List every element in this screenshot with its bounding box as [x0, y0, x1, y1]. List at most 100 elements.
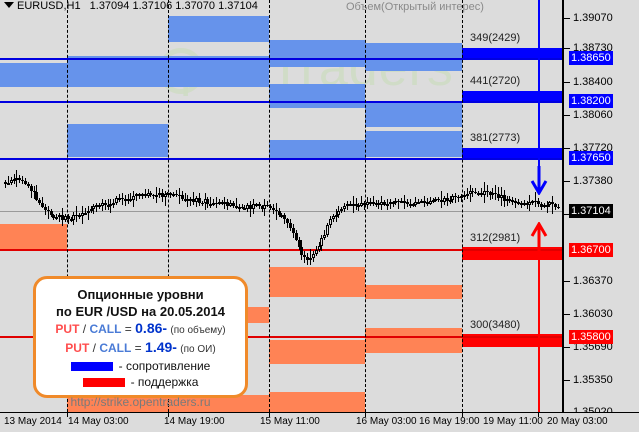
- resistance-band-current: [462, 91, 562, 103]
- candlestick-body: [397, 200, 401, 203]
- time-tick: [462, 413, 463, 417]
- resistance-band-hist: [0, 63, 67, 87]
- volume-indicator-title: Объем(Открытый интерес): [346, 1, 484, 13]
- candlestick-body: [391, 201, 395, 204]
- candlestick-body: [66, 216, 70, 220]
- candlestick-body: [437, 198, 441, 201]
- candlestick-body: [166, 193, 170, 196]
- candlestick-body: [479, 192, 483, 195]
- time-tick: [67, 413, 68, 417]
- candlestick-body: [411, 204, 415, 206]
- candlestick-body: [43, 206, 47, 210]
- put-label: PUT: [55, 322, 80, 336]
- resistance-label: 349(2429): [470, 32, 521, 44]
- candlestick-body: [291, 227, 295, 234]
- candlestick-body: [542, 205, 546, 208]
- candlestick-body: [163, 193, 167, 198]
- candlestick-body: [320, 237, 324, 246]
- candlestick-body: [548, 202, 552, 205]
- candlestick-body: [257, 204, 261, 207]
- candlestick-body: [61, 215, 64, 220]
- candlestick-body: [286, 219, 290, 223]
- candlestick-body: [212, 202, 216, 205]
- candlestick-body: [15, 177, 19, 180]
- candlestick-body: [545, 204, 549, 207]
- price-tick-label: 1.39070: [573, 12, 613, 24]
- candlestick-body: [260, 206, 264, 210]
- put-call-volume-note: (по объему): [170, 325, 226, 336]
- call-label: CALL: [89, 322, 122, 336]
- candlestick-body: [508, 199, 512, 201]
- resistance-band-hist: [67, 124, 168, 157]
- cursor-line-red: [538, 225, 540, 412]
- resistance-band-hist: [269, 40, 365, 67]
- candlestick-body: [23, 181, 27, 184]
- price-tick-label: 1.35350: [573, 374, 613, 386]
- price-axis[interactable]: 1.39070 1.38730 1.38400 1.38060 1.37720 1.373…: [562, 0, 639, 418]
- candlestick-body: [445, 198, 449, 201]
- put-label: PUT: [65, 341, 90, 355]
- candlestick-body: [294, 233, 298, 240]
- candlestick-body: [172, 193, 176, 196]
- candlestick-body: [203, 199, 207, 204]
- candlestick-body: [300, 246, 304, 255]
- candlestick-body: [152, 194, 156, 197]
- source-url[interactable]: http://strike.opentraders.ru: [70, 395, 211, 409]
- candlestick-body: [380, 201, 384, 205]
- candlestick-body: [226, 202, 230, 206]
- candlestick-body: [334, 214, 338, 217]
- chart-plot-area[interactable]: openTraders: [0, 0, 562, 412]
- candlestick-body: [157, 192, 161, 196]
- call-label: CALL: [99, 341, 132, 355]
- time-tick-label: 13 May 2014: [4, 416, 62, 427]
- candlestick-body: [95, 205, 99, 208]
- candlestick-body: [112, 203, 116, 206]
- candlestick-body: [394, 200, 398, 203]
- time-tick: [269, 413, 270, 417]
- candlestick-body: [234, 205, 238, 208]
- candlestick-body: [140, 194, 144, 197]
- put-call-oi-note: (по ОИ): [180, 344, 216, 355]
- price-tick: [564, 181, 570, 182]
- price-level-badge: 1.38200: [569, 94, 613, 108]
- candlestick-body: [72, 214, 76, 221]
- candlestick-body: [488, 192, 492, 195]
- candlestick-body: [354, 204, 358, 206]
- candlestick-body: [448, 199, 452, 202]
- time-tick-label: 20 May 03:00: [547, 416, 608, 427]
- price-tick-label: 1.36370: [573, 275, 613, 287]
- support-band-hist: [168, 395, 269, 412]
- candlestick-body: [132, 196, 136, 200]
- candlestick-body: [183, 198, 187, 201]
- candlestick-body: [6, 182, 10, 185]
- support-line: [0, 336, 562, 338]
- price-tick-label: 1.37380: [573, 175, 613, 187]
- resistance-band-hist: [269, 140, 365, 158]
- day-separator: [67, 0, 68, 412]
- candlestick-body: [348, 204, 352, 206]
- candlestick-body: [214, 202, 218, 205]
- slash-separator: /: [92, 341, 96, 355]
- symbol-label: EURUSD,H1: [17, 0, 81, 12]
- candlestick-body: [155, 195, 159, 197]
- candlestick-body: [100, 203, 104, 206]
- resistance-band-current: [462, 48, 562, 60]
- candlestick-body: [229, 203, 233, 206]
- time-axis[interactable]: 13 May 2014 14 May 03:00 14 May 19:00 15 Ma…: [0, 412, 639, 432]
- candlestick-body: [494, 192, 498, 195]
- candlestick-body: [474, 191, 478, 194]
- support-band-hist: [269, 340, 365, 364]
- candlestick-body: [425, 202, 429, 204]
- candlestick-body: [277, 210, 281, 215]
- candlestick-body: [534, 200, 538, 203]
- candlestick-body: [143, 194, 147, 196]
- candlestick-body: [383, 201, 387, 206]
- price-tick: [564, 148, 570, 149]
- resistance-band-hist: [168, 16, 269, 42]
- price-tick: [564, 82, 570, 83]
- candlestick-body: [160, 192, 164, 198]
- chevron-down-icon[interactable]: [4, 2, 14, 9]
- info-title-line2: по EUR /USD на 20.05.2014: [56, 304, 225, 319]
- put-call-oi-row: PUT / CALL = 1.49- (по ОИ): [36, 339, 245, 358]
